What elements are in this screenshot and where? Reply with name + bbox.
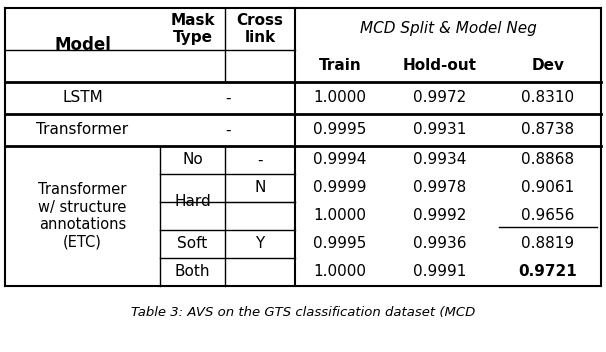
Text: Hold-out: Hold-out [403,58,477,74]
Text: 0.8819: 0.8819 [521,237,574,251]
Text: 0.9992: 0.9992 [413,208,467,224]
Text: 1.0000: 1.0000 [313,90,367,106]
Text: 0.9656: 0.9656 [521,208,574,224]
Text: 0.8868: 0.8868 [521,152,574,168]
Text: 1.0000: 1.0000 [313,208,367,224]
Text: MCD Split & Model Neg: MCD Split & Model Neg [359,21,536,37]
Text: Cross
link: Cross link [236,13,284,45]
Text: No: No [182,152,203,168]
Text: Mask
Type: Mask Type [170,13,215,45]
Text: 0.9991: 0.9991 [413,264,467,279]
Text: 0.9995: 0.9995 [313,237,367,251]
Text: 0.9936: 0.9936 [413,237,467,251]
Text: 0.9931: 0.9931 [413,122,467,138]
Text: Dev: Dev [531,58,565,74]
Text: 0.9994: 0.9994 [313,152,367,168]
Text: N: N [255,181,265,195]
Text: LSTM: LSTM [62,90,103,106]
Text: Y: Y [255,237,265,251]
Text: -: - [225,122,230,138]
Text: Hard: Hard [174,195,211,209]
Text: 0.9978: 0.9978 [413,181,467,195]
Text: 1.0000: 1.0000 [313,264,367,279]
Text: Both: Both [175,264,210,279]
Text: -: - [258,152,263,168]
Text: Train: Train [319,58,361,74]
Text: 0.9995: 0.9995 [313,122,367,138]
Text: -: - [225,90,230,106]
Text: 0.8738: 0.8738 [521,122,574,138]
Text: 0.8310: 0.8310 [521,90,574,106]
Text: Transformer: Transformer [36,122,128,138]
Text: Table 3: AVS on the GTS classification dataset (MCD: Table 3: AVS on the GTS classification d… [131,306,475,319]
Text: 0.9972: 0.9972 [413,90,467,106]
Text: Transformer
w/ structure
annotations
(ETC): Transformer w/ structure annotations (ET… [38,182,127,250]
Text: 0.9934: 0.9934 [413,152,467,168]
Text: 0.9061: 0.9061 [521,181,574,195]
Text: Model: Model [54,36,111,54]
Text: 0.9999: 0.9999 [313,181,367,195]
Text: 0.9721: 0.9721 [519,264,578,279]
Text: Soft: Soft [178,237,208,251]
